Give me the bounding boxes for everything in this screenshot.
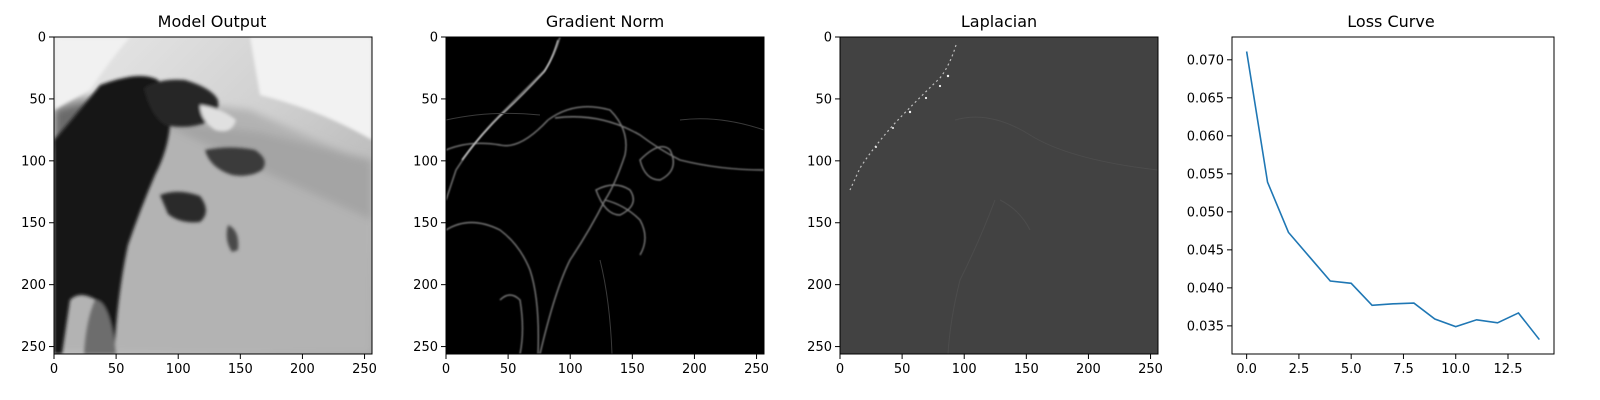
x-tick-label: 100 [166,362,191,377]
y-tick-label: 0 [430,31,438,46]
x-tick-label: 250 [352,362,377,377]
x-tick-label: 150 [620,362,645,377]
y-tick-label: 200 [413,278,438,293]
x-axis: 0 50 100 150 200 250 [50,354,377,377]
y-tick-label: 150 [413,216,438,231]
x-tick-label: 50 [894,362,911,377]
y-tick-label: 50 [29,92,46,107]
y-tick-label: 250 [413,340,438,355]
y-tick-label: 0.070 [1187,53,1224,68]
x-tick-label: 250 [744,362,769,377]
heatmap-image [54,37,372,354]
x-tick-label: 5.0 [1341,362,1362,377]
y-tick-label: 50 [815,92,832,107]
panel-title: Model Output [158,12,267,31]
y-tick-label: 100 [21,154,46,169]
x-axis: 0 50 100 150 200 250 [836,354,1163,377]
x-tick-label: 0 [836,362,844,377]
x-tick-label: 12.5 [1494,362,1523,377]
y-tick-label: 50 [421,92,438,107]
x-tick-label: 50 [500,362,517,377]
axes-frame [839,36,1159,355]
x-tick-label: 7.5 [1393,362,1414,377]
x-tick-label: 200 [1076,362,1101,377]
x-tick-label: 200 [682,362,707,377]
y-tick-label: 200 [21,278,46,293]
y-tick-label: 0.040 [1187,281,1224,296]
panel-gradient-norm: Gradient Norm 0 [413,12,769,377]
y-tick-label: 150 [21,216,46,231]
y-tick-label: 100 [807,154,832,169]
y-tick-label: 150 [807,216,832,231]
x-axis: 0.0 2.5 5.0 7.5 10.0 12.5 [1236,354,1522,377]
heatmap-image [446,37,764,354]
x-tick-label: 0 [50,362,58,377]
y-tick-label: 250 [807,340,832,355]
y-tick-label: 0.035 [1187,319,1224,334]
heatmap-image [840,37,1158,354]
panel-laplacian: Laplacian 0 50 100 150 200 250 0 50 100 150 200 [807,12,1163,377]
y-axis: 0 50 100 150 200 250 [807,31,840,355]
panel-title: Gradient Norm [546,12,664,31]
x-tick-label: 100 [558,362,583,377]
x-tick-label: 250 [1138,362,1163,377]
y-tick-label: 250 [21,340,46,355]
y-axis: 0.035 0.040 0.045 0.050 0.055 0.060 0.065 0.070 [1187,53,1232,334]
y-axis: 0 50 100 150 200 250 [413,31,446,355]
x-tick-label: 0.0 [1236,362,1257,377]
series-line-loss [1245,51,1540,341]
panel-loss-curve: Loss Curve 0.0 2.5 5.0 7.5 10.0 12.5 0.0350.0… [1187,12,1555,377]
x-axis: 0 50 100 150 200 250 [442,354,769,377]
panel-title: Loss Curve [1347,12,1434,31]
y-axis: 0 50 100 150 200 250 [21,31,54,355]
x-tick-label: 2.5 [1289,362,1310,377]
axes-frame [53,36,373,355]
y-tick-label: 0 [824,31,832,46]
x-tick-label: 200 [290,362,315,377]
y-tick-label: 0.045 [1187,243,1224,258]
x-tick-label: 150 [228,362,253,377]
axes-frame [1231,36,1555,355]
y-tick-label: 200 [807,278,832,293]
x-tick-label: 0 [442,362,450,377]
axes-frame [445,36,765,355]
y-tick-label: 0.055 [1187,167,1224,182]
x-tick-label: 10.0 [1441,362,1470,377]
panel-title: Laplacian [961,12,1037,31]
y-tick-label: 100 [413,154,438,169]
x-tick-label: 50 [108,362,125,377]
y-tick-label: 0 [38,31,46,46]
y-tick-label: 0.060 [1187,129,1224,144]
x-tick-label: 100 [952,362,977,377]
x-tick-label: 150 [1014,362,1039,377]
y-tick-label: 0.050 [1187,205,1224,220]
y-tick-label: 0.065 [1187,91,1224,106]
